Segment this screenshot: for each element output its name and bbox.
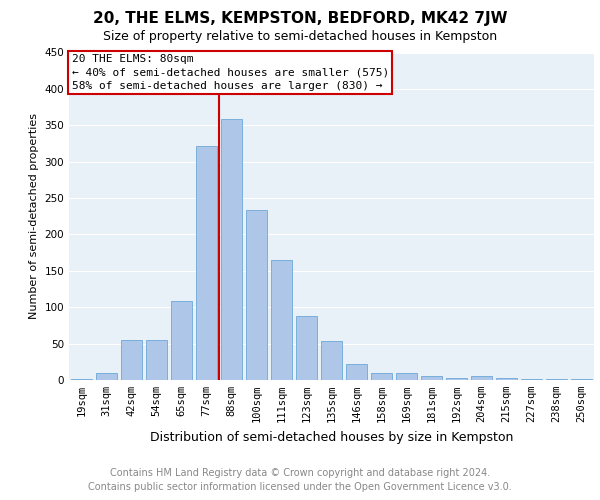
Bar xyxy=(421,376,442,380)
Bar xyxy=(346,364,367,380)
Bar xyxy=(221,120,242,380)
Bar xyxy=(546,378,567,380)
Bar xyxy=(96,372,117,380)
X-axis label: Distribution of semi-detached houses by size in Kempston: Distribution of semi-detached houses by … xyxy=(150,430,513,444)
Bar xyxy=(396,372,417,380)
Bar xyxy=(246,210,267,380)
Bar xyxy=(496,378,517,380)
Bar xyxy=(321,342,342,380)
Text: 20 THE ELMS: 80sqm
← 40% of semi-detached houses are smaller (575)
58% of semi-d: 20 THE ELMS: 80sqm ← 40% of semi-detache… xyxy=(71,54,389,90)
Bar xyxy=(371,372,392,380)
Bar xyxy=(271,260,292,380)
Bar xyxy=(146,340,167,380)
Bar xyxy=(71,378,92,380)
Text: Size of property relative to semi-detached houses in Kempston: Size of property relative to semi-detach… xyxy=(103,30,497,43)
Bar xyxy=(121,340,142,380)
Bar xyxy=(471,376,492,380)
Bar xyxy=(296,316,317,380)
Text: 20, THE ELMS, KEMPSTON, BEDFORD, MK42 7JW: 20, THE ELMS, KEMPSTON, BEDFORD, MK42 7J… xyxy=(93,11,507,26)
Bar xyxy=(196,146,217,380)
Bar xyxy=(446,378,467,380)
Text: Contains HM Land Registry data © Crown copyright and database right 2024.
Contai: Contains HM Land Registry data © Crown c… xyxy=(88,468,512,492)
Bar xyxy=(171,300,192,380)
Bar xyxy=(521,378,542,380)
Y-axis label: Number of semi-detached properties: Number of semi-detached properties xyxy=(29,114,39,320)
